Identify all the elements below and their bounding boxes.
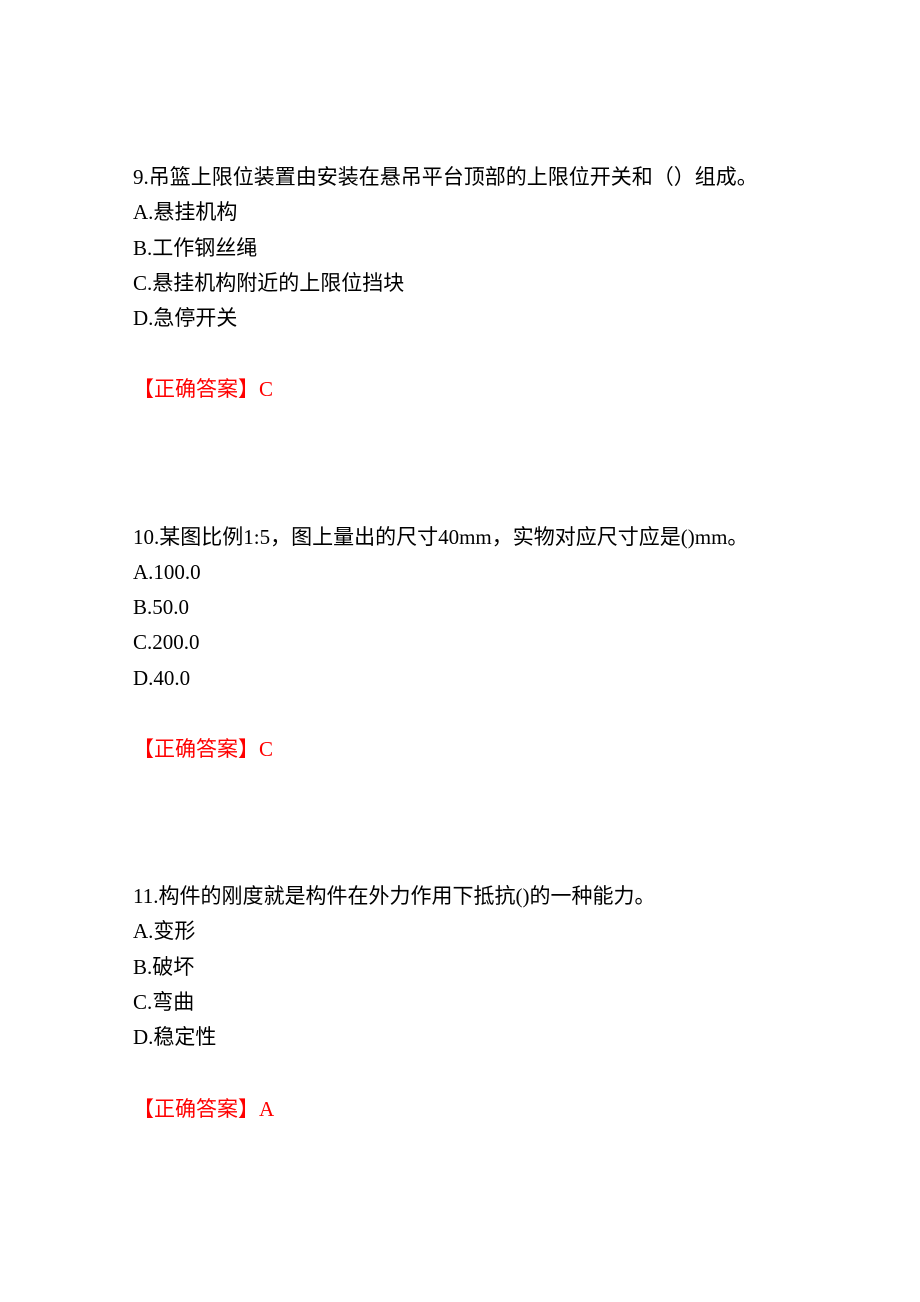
answer-line: 【正确答案】A <box>133 1092 793 1127</box>
content-area: 9.吊篮上限位装置由安装在悬吊平台顶部的上限位开关和（）组成。 A.悬挂机构 B… <box>133 160 793 1127</box>
spacer <box>133 336 793 372</box>
spacer <box>133 767 793 879</box>
option-d: D.稳定性 <box>133 1020 793 1055</box>
document-page: 9.吊篮上限位装置由安装在悬吊平台顶部的上限位开关和（）组成。 A.悬挂机构 B… <box>0 0 920 1302</box>
answer-line: 【正确答案】C <box>133 372 793 407</box>
option-a: A.悬挂机构 <box>133 195 793 230</box>
question-text: 11.构件的刚度就是构件在外力作用下抵抗()的一种能力。 <box>133 879 793 914</box>
option-b: B.工作钢丝绳 <box>133 231 793 266</box>
option-c: C.弯曲 <box>133 985 793 1020</box>
question-9: 9.吊篮上限位装置由安装在悬吊平台顶部的上限位开关和（）组成。 A.悬挂机构 B… <box>133 160 793 520</box>
option-b: B.50.0 <box>133 590 793 625</box>
option-c: C.悬挂机构附近的上限位挡块 <box>133 266 793 301</box>
option-d: D.急停开关 <box>133 301 793 336</box>
option-b: B.破坏 <box>133 950 793 985</box>
answer-label: 【正确答案】 <box>133 377 259 401</box>
answer-label: 【正确答案】 <box>133 737 259 761</box>
spacer <box>133 408 793 520</box>
answer-value: C <box>259 377 273 401</box>
option-c: C.200.0 <box>133 625 793 660</box>
option-d: D.40.0 <box>133 661 793 696</box>
option-a: A.100.0 <box>133 555 793 590</box>
question-10: 10.某图比例1:5，图上量出的尺寸40mm，实物对应尺寸应是()mm。 A.1… <box>133 520 793 880</box>
answer-value: C <box>259 737 273 761</box>
question-11: 11.构件的刚度就是构件在外力作用下抵抗()的一种能力。 A.变形 B.破坏 C… <box>133 879 793 1127</box>
spacer <box>133 1056 793 1092</box>
spacer <box>133 696 793 732</box>
option-a: A.变形 <box>133 914 793 949</box>
answer-value: A <box>259 1097 274 1121</box>
answer-line: 【正确答案】C <box>133 732 793 767</box>
answer-label: 【正确答案】 <box>133 1097 259 1121</box>
question-text: 9.吊篮上限位装置由安装在悬吊平台顶部的上限位开关和（）组成。 <box>133 160 793 195</box>
question-text: 10.某图比例1:5，图上量出的尺寸40mm，实物对应尺寸应是()mm。 <box>133 520 793 555</box>
